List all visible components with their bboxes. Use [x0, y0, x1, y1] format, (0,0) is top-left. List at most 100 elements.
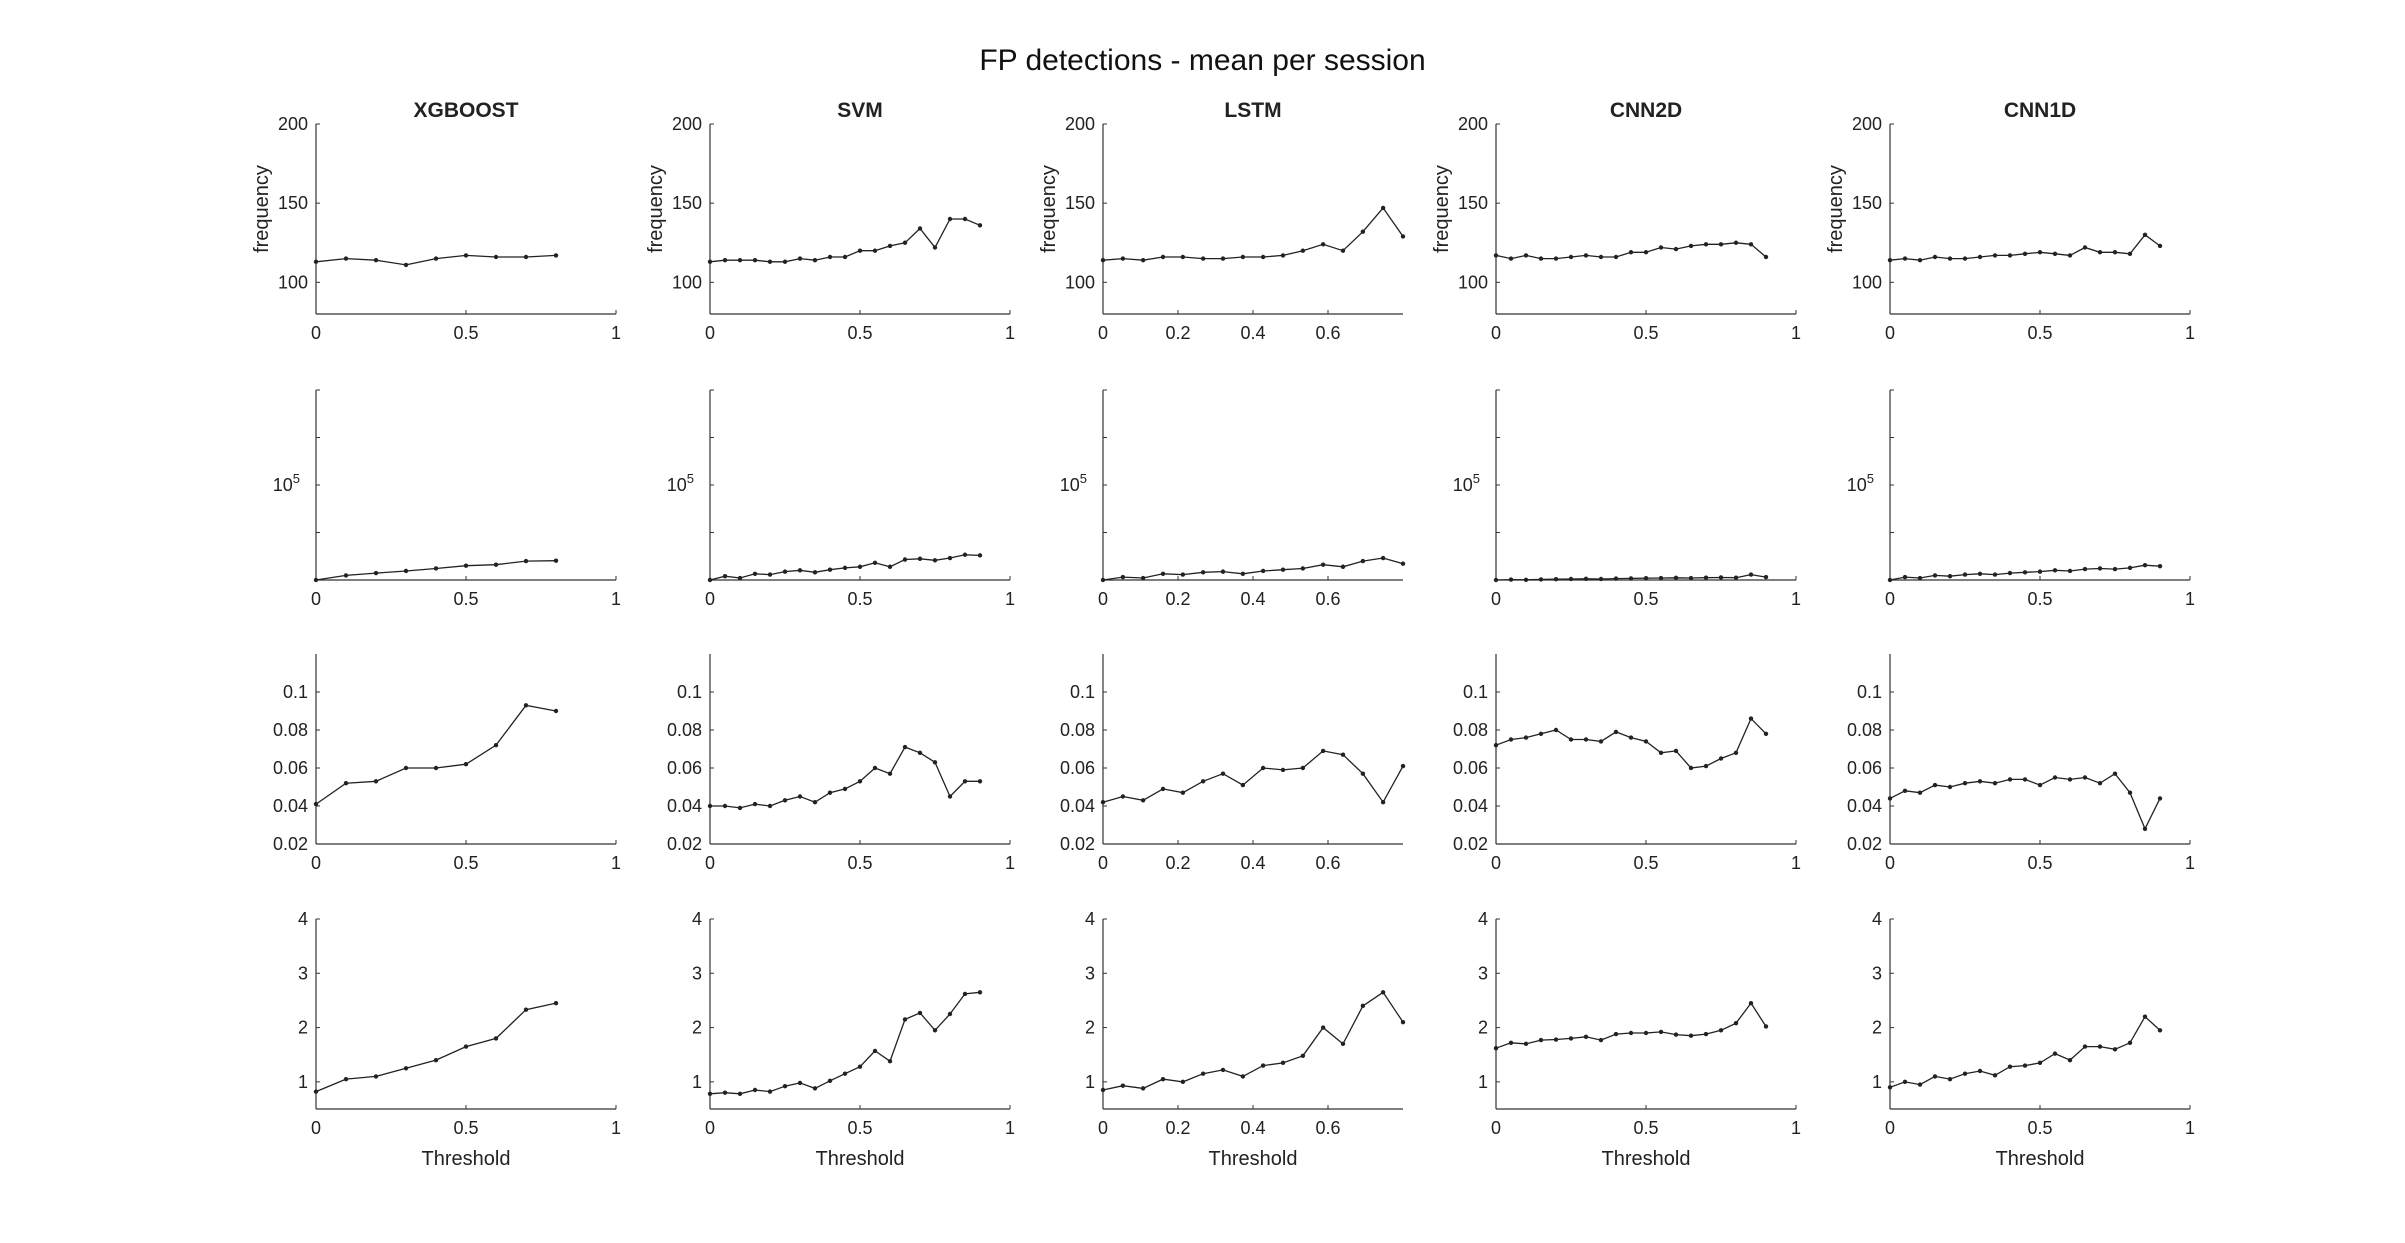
- data-point: [752, 801, 758, 807]
- data-point: [1280, 1060, 1286, 1066]
- data-point: [2037, 569, 2043, 574]
- y-tick-label: 3: [1478, 963, 1488, 983]
- x-tick-label: 0.4: [1240, 853, 1265, 873]
- y-tick-label: 4: [1085, 909, 1095, 929]
- data-point: [797, 794, 803, 799]
- data-point: [2127, 251, 2133, 257]
- data-point: [1538, 1037, 1544, 1043]
- data-point: [1380, 990, 1386, 995]
- data-point: [827, 1078, 833, 1083]
- x-tick-label: 0.5: [847, 323, 872, 343]
- data-point: [1947, 1076, 1953, 1082]
- data-point: [932, 760, 938, 765]
- data-point: [1220, 256, 1226, 261]
- data-point: [343, 573, 349, 578]
- data-point: [1902, 256, 1908, 261]
- column-title: LSTM: [1224, 99, 1281, 122]
- data-point: [1628, 1030, 1634, 1036]
- data-point: [2037, 250, 2043, 255]
- data-point: [1380, 800, 1386, 805]
- x-tick-label: 0: [1885, 589, 1895, 609]
- data-point: [752, 571, 758, 577]
- data-point: [1748, 242, 1754, 247]
- data-point: [722, 1090, 728, 1095]
- data-point: [812, 570, 818, 575]
- data-point: [2142, 232, 2148, 238]
- data-point: [493, 254, 499, 260]
- data-point: [1300, 248, 1306, 253]
- data-point: [2037, 1060, 2043, 1066]
- data-point: [1887, 796, 1893, 801]
- x-tick-label: 1: [1791, 323, 1801, 343]
- data-point: [2157, 796, 2163, 801]
- data-point: [1240, 1074, 1246, 1079]
- data-point: [1360, 771, 1366, 776]
- data-point: [2082, 775, 2088, 780]
- data-point: [1523, 1041, 1529, 1047]
- x-tick-label: 0.5: [2027, 1118, 2052, 1138]
- data-point: [1962, 781, 1968, 786]
- data-point: [1260, 1063, 1266, 1068]
- data-point: [1733, 240, 1739, 245]
- data-point: [1718, 575, 1724, 580]
- data-point: [737, 805, 743, 811]
- x-tick-label: 1: [611, 853, 621, 873]
- y-tick-label: 3: [1872, 963, 1882, 983]
- data-point: [523, 1007, 529, 1012]
- data-point: [2037, 782, 2043, 788]
- data-point: [722, 803, 728, 809]
- x-axis-label: Threshold: [1602, 1148, 1691, 1170]
- data-point: [1628, 576, 1634, 581]
- y-tick-label: 0.1: [1070, 682, 1095, 702]
- y-axis-label: frequency: [1038, 165, 1060, 253]
- data-point: [313, 801, 319, 807]
- data-point: [1643, 250, 1649, 255]
- data-point: [1658, 575, 1664, 581]
- y-tick-label: 3: [298, 963, 308, 983]
- data-point: [1887, 577, 1893, 583]
- x-tick-label: 0: [311, 589, 321, 609]
- y-tick-label: 100: [1065, 272, 1095, 292]
- data-point: [1643, 1030, 1649, 1036]
- y-tick-label: 150: [1458, 193, 1488, 213]
- x-tick-label: 0: [1098, 589, 1108, 609]
- data-point: [343, 256, 349, 261]
- data-point: [1180, 790, 1186, 795]
- data-point: [343, 1076, 349, 1082]
- data-point: [1160, 254, 1166, 260]
- column-title: SVM: [837, 99, 883, 122]
- data-point: [722, 257, 728, 263]
- y-tick-label: 1: [1872, 1072, 1882, 1092]
- x-tick-label: 0.2: [1165, 323, 1190, 343]
- data-point: [842, 1071, 848, 1076]
- x-tick-label: 1: [2185, 853, 2195, 873]
- data-point: [1947, 574, 1953, 579]
- data-point: [2067, 1057, 2073, 1063]
- data-point: [493, 743, 499, 748]
- data-point: [1932, 1074, 1938, 1079]
- data-point: [752, 1087, 758, 1093]
- data-point: [2157, 1028, 2163, 1033]
- data-point: [2097, 566, 2103, 571]
- x-tick-label: 0.6: [1315, 323, 1340, 343]
- data-point: [1688, 575, 1694, 581]
- x-tick-label: 1: [2185, 589, 2195, 609]
- data-point: [797, 256, 803, 261]
- x-tick-label: 0.6: [1315, 589, 1340, 609]
- y-tick-label: 0.08: [1453, 720, 1488, 740]
- data-point: [827, 790, 833, 795]
- data-point: [752, 257, 758, 263]
- y-tick-label: 3: [1085, 963, 1095, 983]
- data-point: [463, 762, 469, 767]
- data-point: [1733, 750, 1739, 755]
- data-point: [1932, 782, 1938, 788]
- data-point: [2052, 568, 2058, 573]
- data-point: [1493, 253, 1499, 258]
- x-tick-label: 0: [1491, 1118, 1501, 1138]
- data-point: [872, 765, 878, 771]
- data-point: [433, 256, 439, 261]
- data-point: [1120, 256, 1126, 261]
- data-point: [2067, 777, 2073, 782]
- data-point: [493, 562, 499, 567]
- x-tick-label: 1: [1005, 853, 1015, 873]
